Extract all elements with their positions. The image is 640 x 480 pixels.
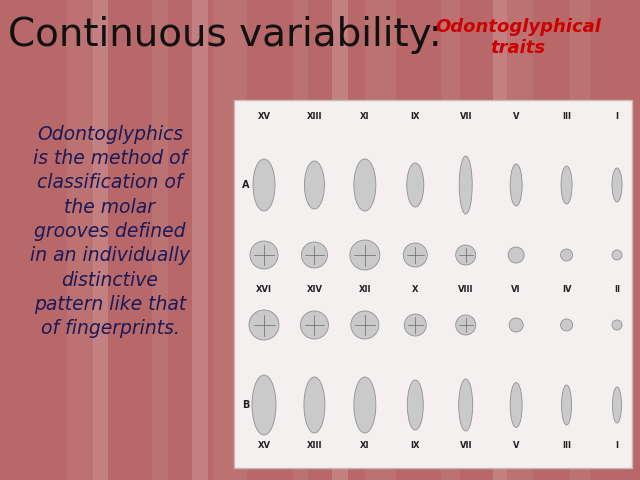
Ellipse shape xyxy=(252,375,276,435)
Bar xyxy=(234,100,632,468)
Text: VII: VII xyxy=(460,112,472,121)
Circle shape xyxy=(509,318,523,332)
Ellipse shape xyxy=(460,156,472,214)
Text: Odontoglyphics
is the method of
classification of
the molar
grooves defined
in a: Odontoglyphics is the method of classifi… xyxy=(30,125,190,338)
Text: II: II xyxy=(614,285,620,294)
Text: Odontoglyphical
traits: Odontoglyphical traits xyxy=(435,18,601,57)
Ellipse shape xyxy=(561,385,572,425)
Bar xyxy=(507,0,533,480)
Bar xyxy=(570,0,590,480)
Bar xyxy=(441,0,460,480)
Text: I: I xyxy=(616,442,618,451)
Circle shape xyxy=(300,311,328,339)
Text: XIV: XIV xyxy=(307,285,323,294)
Text: XIII: XIII xyxy=(307,112,322,121)
Text: XV: XV xyxy=(257,112,271,121)
Text: A: A xyxy=(243,180,250,190)
Text: X: X xyxy=(412,285,419,294)
Text: Continuous variability:: Continuous variability: xyxy=(8,16,442,54)
Bar xyxy=(213,0,247,480)
Bar xyxy=(67,0,94,480)
Text: I: I xyxy=(616,112,618,121)
Bar xyxy=(293,0,308,480)
Ellipse shape xyxy=(407,380,423,430)
Text: IX: IX xyxy=(410,442,420,451)
Bar xyxy=(93,0,108,480)
Ellipse shape xyxy=(510,383,522,428)
Text: B: B xyxy=(243,400,250,410)
Circle shape xyxy=(249,310,279,340)
Text: IX: IX xyxy=(410,112,420,121)
Ellipse shape xyxy=(304,377,325,433)
Bar xyxy=(332,0,348,480)
Circle shape xyxy=(612,320,622,330)
Text: XVI: XVI xyxy=(256,285,272,294)
Circle shape xyxy=(404,314,426,336)
Ellipse shape xyxy=(354,159,376,211)
Bar xyxy=(365,0,396,480)
Bar xyxy=(192,0,208,480)
Circle shape xyxy=(561,249,573,261)
Ellipse shape xyxy=(459,379,473,431)
Text: XII: XII xyxy=(358,285,371,294)
Ellipse shape xyxy=(561,166,572,204)
Circle shape xyxy=(456,245,476,265)
Circle shape xyxy=(456,315,476,335)
Circle shape xyxy=(403,243,428,267)
Text: XI: XI xyxy=(360,442,370,451)
Text: XV: XV xyxy=(257,442,271,451)
Ellipse shape xyxy=(407,163,424,207)
Ellipse shape xyxy=(612,387,621,423)
Bar xyxy=(152,0,168,480)
Circle shape xyxy=(350,240,380,270)
Circle shape xyxy=(351,311,379,339)
Ellipse shape xyxy=(354,377,376,433)
Circle shape xyxy=(250,241,278,269)
Text: VIII: VIII xyxy=(458,285,474,294)
Ellipse shape xyxy=(305,161,324,209)
Text: V: V xyxy=(513,112,520,121)
Circle shape xyxy=(301,242,328,268)
Circle shape xyxy=(612,250,622,260)
Ellipse shape xyxy=(612,168,622,202)
Ellipse shape xyxy=(510,164,522,206)
Text: VII: VII xyxy=(460,442,472,451)
Text: III: III xyxy=(562,442,571,451)
Circle shape xyxy=(508,247,524,263)
Text: III: III xyxy=(562,112,571,121)
Text: VI: VI xyxy=(511,285,521,294)
Ellipse shape xyxy=(253,159,275,211)
Bar xyxy=(493,0,507,480)
Text: IV: IV xyxy=(562,285,572,294)
Text: V: V xyxy=(513,442,520,451)
Text: XI: XI xyxy=(360,112,370,121)
Text: XIII: XIII xyxy=(307,442,322,451)
Circle shape xyxy=(561,319,573,331)
